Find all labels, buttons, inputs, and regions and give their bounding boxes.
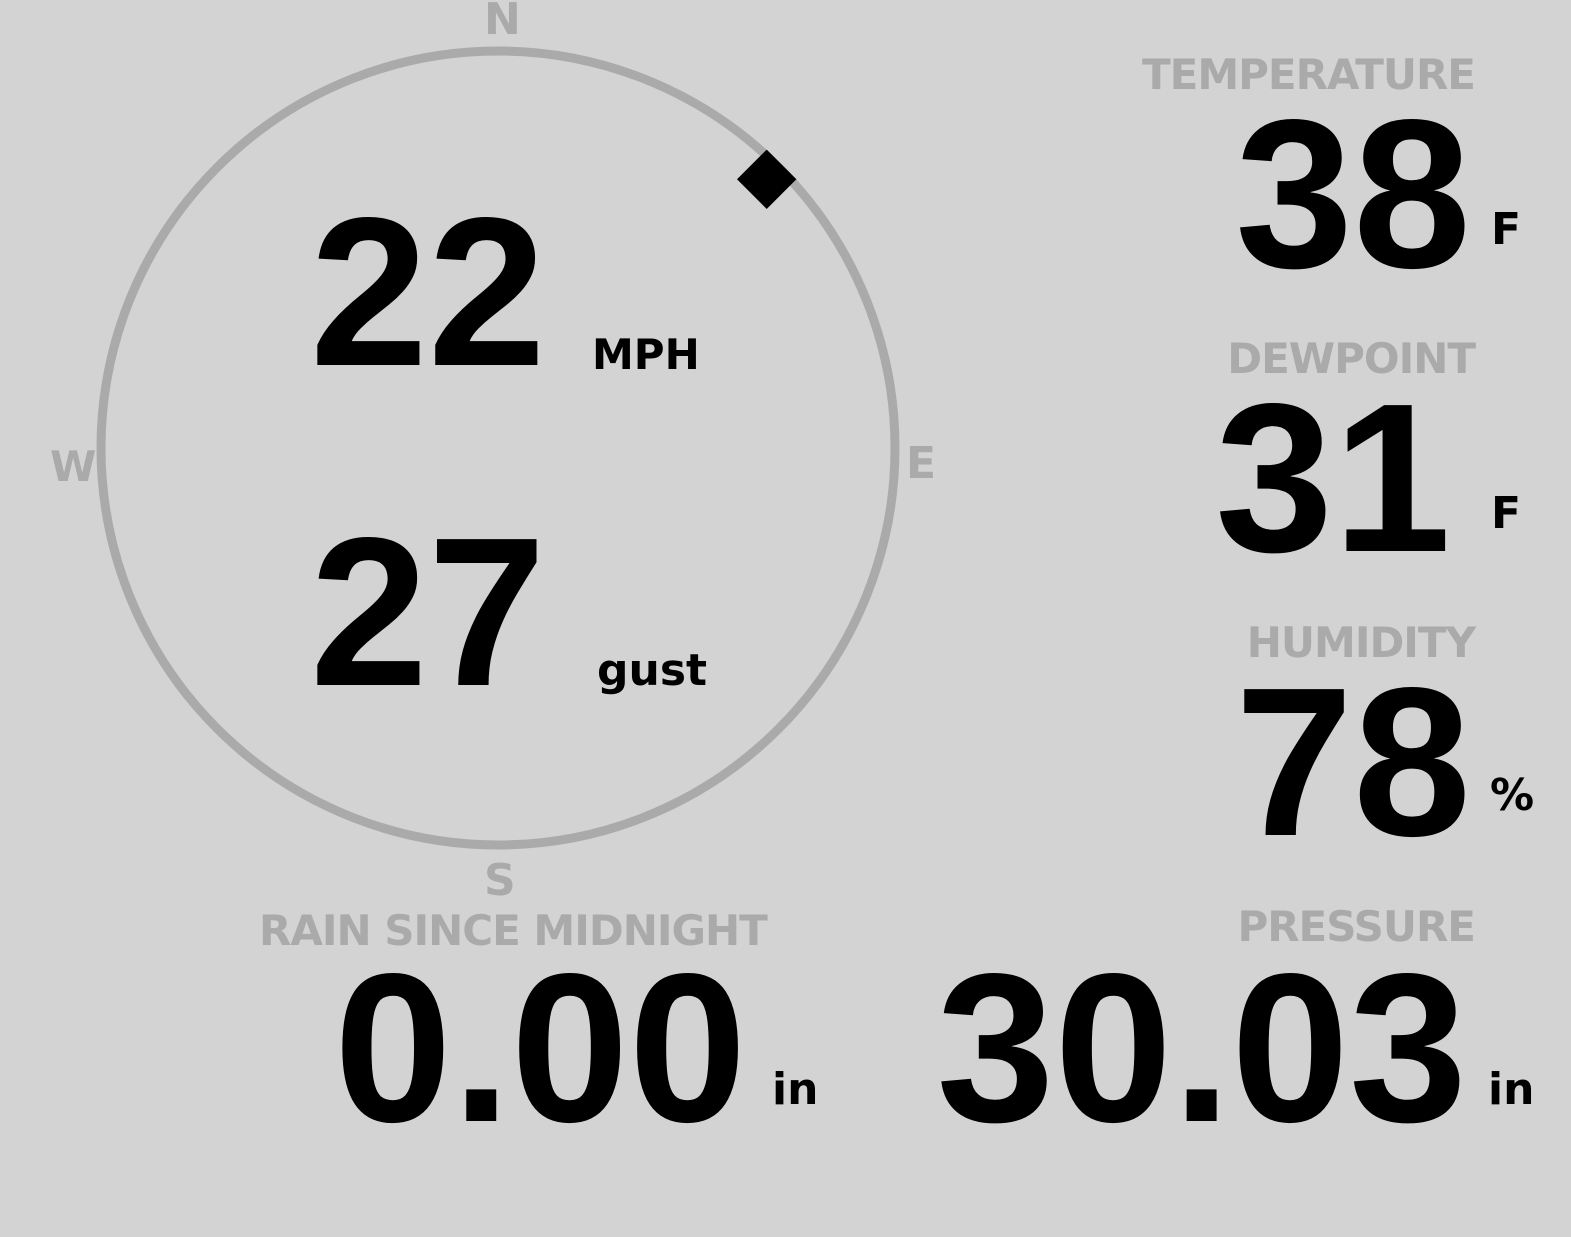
wind-speed-value: 22: [310, 173, 546, 410]
compass-north: N: [484, 0, 521, 45]
compass-east: E: [906, 438, 937, 489]
rain-unit: in: [772, 1064, 819, 1115]
wind-direction-marker: [737, 149, 797, 209]
compass-west: W: [50, 442, 97, 491]
temperature-unit: F: [1491, 204, 1522, 255]
dewpoint-label: DEWPOINT: [1227, 334, 1476, 383]
wind-gust-label: gust: [597, 645, 708, 696]
wind-speed-unit: MPH: [592, 330, 700, 379]
temperature-label: TEMPERATURE: [1142, 50, 1476, 99]
pressure-value: 30.03: [936, 929, 1467, 1166]
dewpoint-value: 31: [1215, 359, 1451, 596]
humidity-unit: %: [1490, 770, 1535, 821]
pressure-unit: in: [1488, 1064, 1535, 1115]
rain-value: 0.00: [334, 929, 747, 1166]
rain-label: RAIN SINCE MIDNIGHT: [259, 906, 768, 955]
dewpoint-unit: F: [1491, 488, 1522, 539]
pressure-label: PRESSURE: [1237, 902, 1476, 951]
temperature-value: 38: [1235, 75, 1471, 312]
humidity-value: 78: [1235, 643, 1471, 880]
compass-south: S: [484, 855, 516, 906]
compass-ring: [96, 46, 900, 850]
wind-gust-value: 27: [310, 493, 546, 730]
humidity-label: HUMIDITY: [1246, 618, 1476, 667]
wind-compass: [96, 46, 900, 850]
